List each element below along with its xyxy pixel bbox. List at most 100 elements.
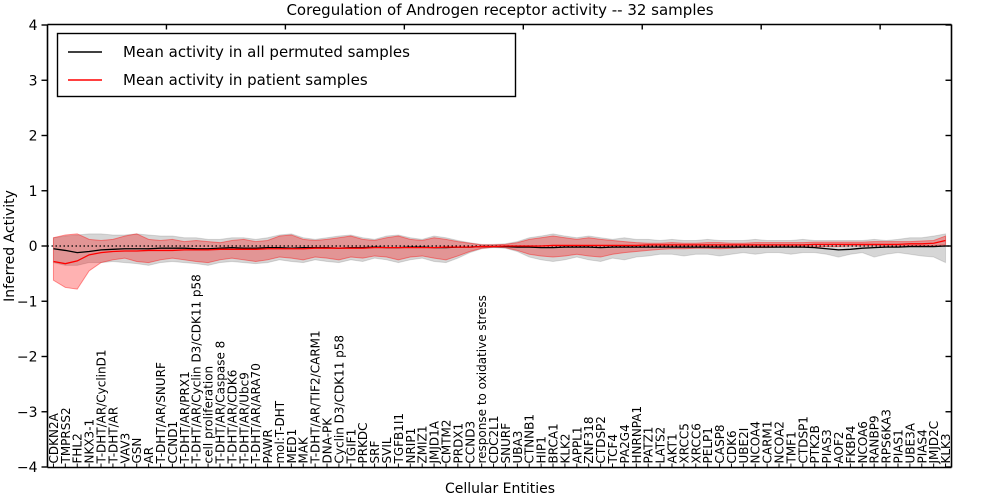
x-tick-labels: CDKN2ATMPRSS2FHL2NKX3-1T-DHT/AR/CyclinD1…: [47, 274, 953, 464]
x-tick-label: PIAS3: [820, 429, 834, 463]
x-tick-label: AOF2: [832, 432, 846, 464]
x-tick-label: NCOA4: [749, 421, 763, 463]
x-tick-label: NCOA2: [773, 421, 787, 463]
legend-box: [56, 32, 517, 98]
y-tick-label: −1: [17, 294, 38, 310]
x-tick-label: SNURF: [499, 423, 513, 464]
x-tick-label: T-DHT/AR/SNURF: [154, 362, 168, 465]
x-tick-label: MED1: [285, 429, 299, 464]
x-tick-label: TCF4: [606, 434, 620, 465]
legend-label-patient: Mean activity in patient samples: [123, 71, 368, 89]
x-tick-label: RANBP9: [868, 415, 882, 463]
x-tick-label: UBE3A: [903, 422, 917, 463]
x-tick-label: TMF1: [784, 431, 798, 464]
x-tick-label: response to oxidative stress: [475, 295, 489, 463]
legend: Mean activity in all permuted samples Me…: [56, 32, 517, 98]
axes-spines: [46, 23, 953, 469]
x-tick-label: TMPRSS2: [59, 407, 73, 464]
x-tick-label: CDKN2A: [47, 412, 61, 463]
legend-label-permuted: Mean activity in all permuted samples: [123, 43, 410, 61]
x-tick-label: FKBP4: [844, 426, 858, 464]
x-tick-label: GSN: [130, 438, 144, 464]
x-tick-label: PA2G4: [618, 424, 632, 463]
x-tick-label: SRF: [368, 441, 382, 464]
x-tick-label: JMJD2C: [927, 421, 941, 465]
x-tick-label: FHL2: [71, 433, 85, 463]
x-tick-label: TGIF1: [344, 429, 358, 465]
x-tick-label: CTDSP1: [796, 416, 810, 463]
x-tick-label: T-DHT/AR/Ubc9: [237, 372, 251, 464]
x-tick-label: VAV3: [118, 433, 132, 464]
x-tick-label: DNA-PK: [321, 417, 335, 464]
y-tick-label: −4: [17, 460, 38, 476]
x-tick-label: KLK3: [939, 433, 953, 463]
x-tick-label: CASP8: [713, 424, 727, 463]
x-tick-label: CARM1: [761, 421, 775, 464]
x-tick-label: XRCC6: [689, 423, 703, 463]
y-tick-label: −2: [17, 350, 38, 366]
x-tick-label: T-DHT/AR/CyclinD1: [95, 349, 109, 464]
y-tick-labels: 4 3 2 1 0 −1 −2 −3 −4: [17, 18, 38, 476]
x-tick-label: UBA3: [511, 431, 525, 464]
x-tick-label: AKT1: [665, 433, 679, 463]
x-tick-label: T-DHT/AR/TIF2/CARM1: [309, 330, 323, 464]
x-axis-label: Cellular Entities: [445, 481, 555, 497]
x-tick-label: T-DHT/AR/ARA70: [249, 363, 263, 464]
y-tick-label: 1: [29, 184, 38, 200]
x-tick-label: PIAS4: [915, 429, 929, 463]
x-tick-label: PIAS1: [891, 429, 905, 463]
y-tick-label: 0: [29, 239, 38, 255]
x-tick-label: PAWR: [261, 429, 275, 463]
x-tick-label: PELP1: [701, 427, 715, 463]
x-tick-label: CCND3: [463, 421, 477, 464]
x-tick-label: BRCA1: [547, 423, 561, 463]
x-tick-label: HNRNPA1: [630, 406, 644, 464]
x-tick-label: CMTM2: [439, 419, 453, 463]
x-tick-label: MAK: [297, 436, 311, 464]
y-tick-label: −3: [17, 405, 38, 421]
x-tick-label: TGFB1I1: [392, 413, 406, 465]
x-tick-label: NKX3-1: [83, 419, 97, 464]
x-tick-label: cell proliferation: [202, 366, 216, 464]
x-tick-label: T-DHT/AR/PRX1: [178, 371, 192, 464]
x-tick-label: PTK2B: [808, 425, 822, 463]
x-tick-label: T-DHT/AR/Caspase 8: [213, 341, 227, 465]
x-tick-label: SVIL: [380, 437, 394, 463]
x-tick-label: AR: [142, 447, 156, 464]
x-tick-label: LATS2: [654, 427, 668, 464]
x-tick-label: JMJD1A: [428, 420, 442, 464]
x-tick-label: PATZ1: [642, 427, 656, 464]
series-lines: [53, 239, 946, 265]
x-tick-label: CTNNB1: [523, 414, 537, 464]
x-tick-label: APPL1: [570, 426, 584, 463]
x-tick-label: UBE2I: [737, 428, 751, 464]
x-tick-label: PRDX1: [451, 423, 465, 464]
y-tick-label: 4: [29, 18, 38, 34]
patient-mean-line: [53, 239, 946, 265]
y-tick-label: 3: [29, 73, 38, 89]
x-tick-label: Cyclin D3/CDK11 p58: [332, 335, 346, 464]
x-tick-label: ZMIZ1: [416, 426, 430, 464]
x-tick-label: CTDSP2: [594, 416, 608, 463]
x-tick-label: CDK6: [725, 430, 739, 463]
x-tick-label: KLK2: [558, 433, 572, 463]
x-tick-label: T-DHT/AR: [106, 407, 120, 465]
x-tick-label: CCND1: [166, 421, 180, 464]
confidence-bands: [52, 233, 947, 290]
x-tick-label: NCOA6: [856, 421, 870, 463]
x-tick-label: RPS6KA3: [880, 409, 894, 463]
x-tick-label: T-DHT/AR/CDK6: [225, 370, 239, 465]
permuted-band: [52, 233, 947, 266]
y-axis-label: Inferred Activity: [2, 190, 18, 302]
x-tick-label: ZNF318: [582, 416, 596, 463]
x-tick-label: T-DHT/AR/Cyclin D3/CDK11 p58: [190, 274, 204, 464]
x-tick-label: mol:T-DHT: [273, 400, 287, 463]
y-tick-label: 2: [29, 129, 38, 145]
x-tick-label: HIP1: [535, 436, 549, 463]
x-tick-label: PRKDC: [356, 422, 370, 463]
chart-title: Coregulation of Androgen receptor activi…: [286, 1, 713, 19]
x-tick-label: CDC2L1: [487, 416, 501, 464]
x-tick-label: NRIP1: [404, 428, 418, 464]
